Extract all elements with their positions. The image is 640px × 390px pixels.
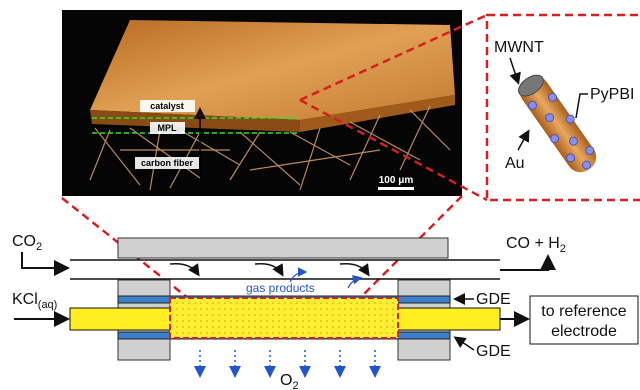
text-part: CO	[12, 233, 36, 250]
gde-label: GDE	[476, 343, 511, 360]
text-part: (aq)	[38, 299, 58, 311]
text-part: 2	[292, 380, 298, 390]
text-part: 2	[36, 241, 42, 253]
reference-label: to reference	[541, 303, 626, 320]
text-part: O	[280, 372, 292, 389]
oxygen-label: O2	[280, 372, 299, 390]
outlet-gas-label: CO + H2	[506, 235, 566, 255]
layer-label: catalyst	[150, 101, 184, 111]
electrolyte-label: KCl(aq)	[12, 291, 57, 311]
diagram: catalyst MPL carbon fiber 100 μm MWNT Py…	[0, 0, 640, 390]
zoom-label: Au	[505, 155, 525, 172]
gde-label: GDE	[476, 291, 511, 308]
scale-bar-label: 100 μm	[379, 175, 414, 186]
micrograph: catalyst MPL carbon fiber 100 μm	[62, 10, 462, 196]
layer-label: carbon fiber	[141, 158, 194, 168]
text-part: CO + H	[506, 235, 560, 252]
inlet-gas-label: CO2	[12, 233, 42, 253]
zoom-label: PyPBI	[590, 86, 634, 103]
zoom-label: MWNT	[494, 39, 544, 56]
text-part: KCl	[12, 291, 38, 308]
text-part: 2	[560, 243, 566, 255]
reference-label: electrode	[551, 323, 617, 340]
cell: gas products O2 CO2 KCl(aq) CO + H2 to r…	[12, 233, 638, 390]
layer-label: MPL	[158, 123, 178, 133]
gas-products-label: gas products	[246, 281, 315, 295]
